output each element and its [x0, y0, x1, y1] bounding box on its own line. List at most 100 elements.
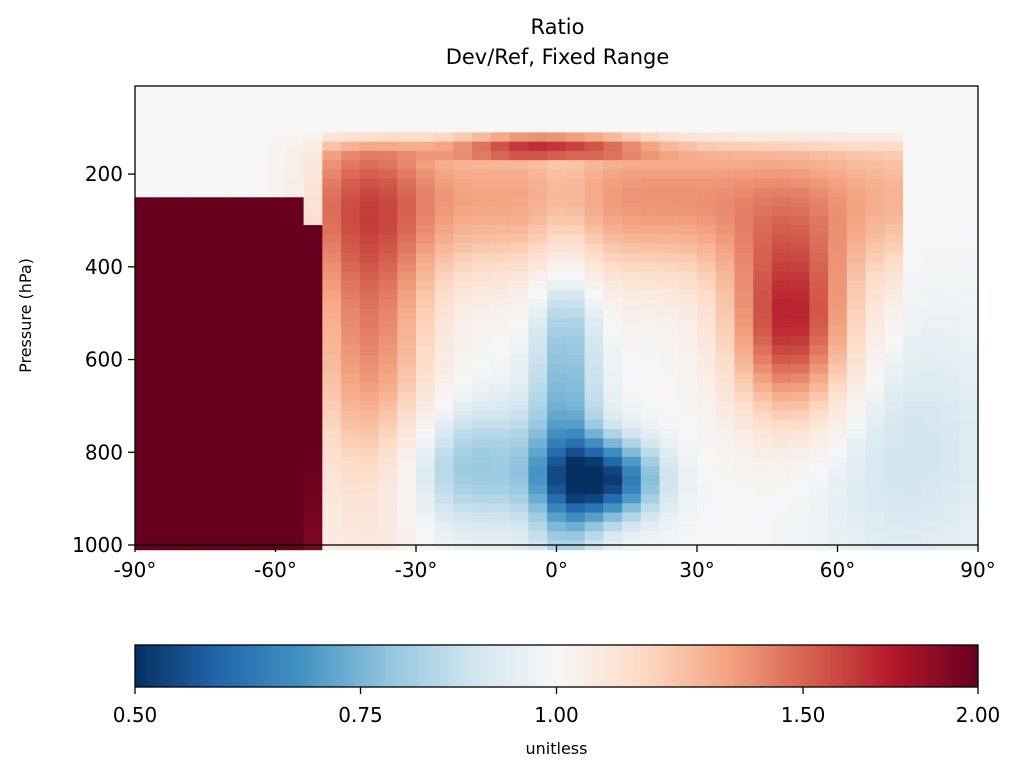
- heatmap-cell: [790, 290, 810, 300]
- heatmap-cell: [266, 364, 286, 375]
- heatmap-cell: [191, 308, 211, 319]
- heatmap-cell: [790, 447, 810, 458]
- heatmap-cell: [734, 215, 754, 226]
- heatmap-cell: [209, 215, 230, 226]
- heatmap-cell: [659, 290, 679, 300]
- heatmap-cell: [416, 447, 436, 458]
- heatmap-cell: [341, 392, 361, 402]
- heatmap-cell: [678, 419, 698, 430]
- heatmap-cell: [135, 419, 155, 430]
- heatmap-cell: [903, 188, 923, 198]
- heatmap-cell: [303, 160, 323, 171]
- heatmap-cell: [903, 327, 923, 337]
- heatmap-cell: [490, 512, 511, 523]
- heatmap-cell: [584, 280, 604, 291]
- heatmap-cell: [921, 429, 942, 439]
- heatmap-cell: [603, 243, 623, 254]
- heatmap-cell: [565, 531, 586, 541]
- heatmap-cell: [135, 354, 155, 365]
- heatmap-cell: [322, 382, 342, 393]
- heatmap-cell: [528, 512, 548, 523]
- heatmap-cell: [678, 215, 698, 226]
- heatmap-cell: [322, 271, 342, 282]
- heatmap-cell: [153, 438, 174, 449]
- heatmap-cell: [771, 86, 792, 96]
- heatmap-cell: [303, 113, 323, 124]
- heatmap-cell: [940, 475, 960, 486]
- heatmap-cell: [584, 364, 604, 375]
- heatmap-cell: [790, 252, 810, 263]
- heatmap-cell: [528, 132, 548, 143]
- heatmap-cell: [378, 382, 398, 393]
- heatmap-cell: [416, 280, 436, 291]
- heatmap-cell: [209, 531, 230, 541]
- heatmap-cell: [565, 206, 586, 217]
- heatmap-cell: [378, 132, 398, 143]
- heatmap-cell: [490, 456, 511, 467]
- heatmap-cell: [135, 188, 155, 198]
- heatmap-cell: [209, 466, 230, 477]
- heatmap-cell: [490, 113, 511, 124]
- heatmap-cell: [659, 188, 679, 198]
- heatmap-cell: [846, 327, 867, 337]
- heatmap-cell: [284, 178, 305, 189]
- heatmap-cell: [509, 364, 529, 375]
- heatmap-cell: [584, 419, 604, 430]
- heatmap-cell: [622, 345, 642, 356]
- heatmap-cell: [135, 475, 155, 486]
- heatmap-cell: [809, 95, 829, 106]
- heatmap-cell: [397, 521, 417, 532]
- heatmap-cell: [434, 280, 455, 291]
- heatmap-cell: [472, 382, 492, 393]
- heatmap-cell: [228, 150, 248, 161]
- heatmap-cell: [247, 104, 267, 115]
- heatmap-cell: [715, 113, 736, 124]
- heatmap-cell: [247, 271, 267, 282]
- heatmap-cell: [584, 104, 604, 115]
- heatmap-cell: [434, 382, 455, 393]
- heatmap-cell: [434, 401, 455, 412]
- heatmap-cell: [940, 197, 960, 208]
- heatmap-cell: [884, 215, 904, 226]
- heatmap-cell: [341, 225, 361, 235]
- heatmap-cell: [678, 271, 698, 282]
- heatmap-cell: [828, 234, 848, 245]
- heatmap-cell: [921, 123, 942, 133]
- heatmap-cell: [753, 308, 773, 319]
- heatmap-cell: [884, 271, 904, 282]
- heatmap-cell: [135, 104, 155, 115]
- y-tick-label: 800: [85, 440, 123, 464]
- heatmap-cell: [547, 271, 567, 282]
- heatmap-cell: [771, 466, 792, 477]
- heatmap-cell: [640, 169, 661, 180]
- heatmap-cell: [472, 531, 492, 541]
- heatmap-cell: [434, 484, 455, 495]
- heatmap-cell: [640, 521, 661, 532]
- heatmap-cell: [453, 169, 473, 180]
- heatmap-cell: [771, 364, 792, 375]
- heatmap-cell: [622, 494, 642, 504]
- heatmap-cell: [697, 345, 717, 356]
- heatmap-cell: [715, 280, 736, 291]
- heatmap-cell: [640, 354, 661, 365]
- heatmap-cell: [416, 466, 436, 477]
- heatmap-cell: [397, 392, 417, 402]
- heatmap-cell: [809, 141, 829, 152]
- heatmap-cell: [509, 466, 529, 477]
- heatmap-cell: [603, 225, 623, 235]
- y-tick-label: 600: [85, 348, 123, 372]
- heatmap-cell: [846, 169, 867, 180]
- heatmap-cell: [940, 299, 960, 310]
- heatmap-cell: [191, 150, 211, 161]
- heatmap-cell: [416, 132, 436, 143]
- heatmap-cell: [284, 410, 305, 421]
- heatmap-cell: [846, 271, 867, 282]
- heatmap-cell: [659, 262, 679, 273]
- heatmap-cell: [341, 484, 361, 495]
- heatmap-cell: [153, 178, 174, 189]
- heatmap-cell: [153, 484, 174, 495]
- heatmap-cell: [715, 512, 736, 523]
- heatmap-cell: [378, 484, 398, 495]
- heatmap-cell: [771, 503, 792, 514]
- heatmap-cell: [678, 494, 698, 504]
